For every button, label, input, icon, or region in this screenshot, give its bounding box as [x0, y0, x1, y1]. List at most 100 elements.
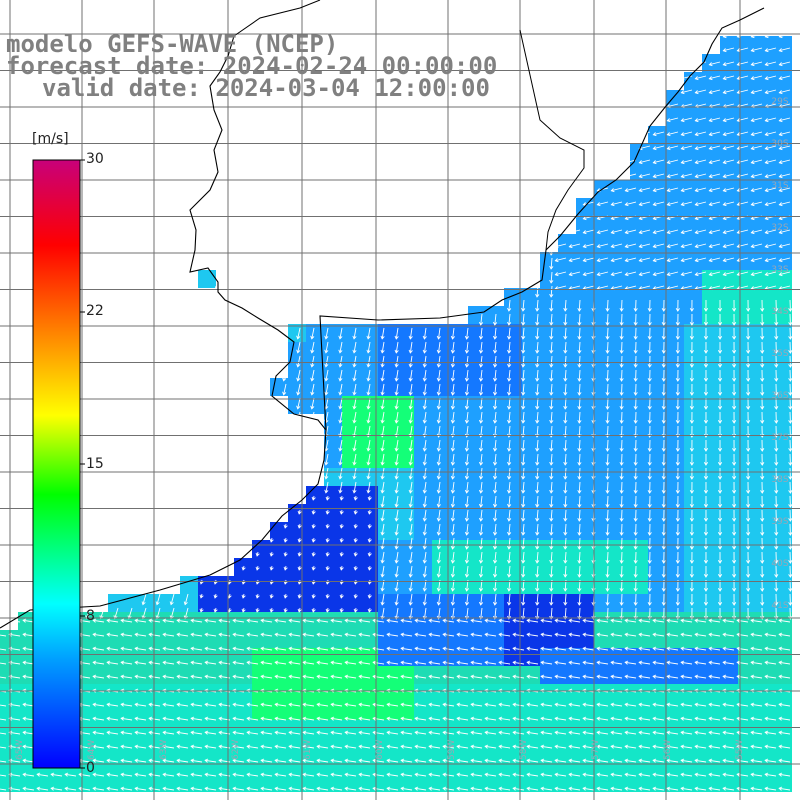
field-cell — [648, 396, 666, 414]
wind-arrow-head — [492, 601, 498, 606]
field-cell — [576, 684, 594, 702]
wind-arrow-head — [694, 744, 699, 749]
wind-arrow-head — [352, 335, 357, 340]
field-cell — [576, 756, 594, 774]
wind-arrow — [438, 495, 441, 507]
lat-label: 39S — [771, 517, 788, 527]
wind-arrow-head — [464, 405, 470, 410]
wind-arrow — [205, 633, 217, 637]
wind-arrow-head — [428, 660, 433, 665]
wind-arrow — [494, 551, 497, 563]
field-cell — [234, 648, 252, 666]
wind-arrow-head — [464, 335, 470, 340]
wind-arrow — [606, 313, 609, 326]
wind-arrow — [381, 537, 385, 549]
wind-arrow — [583, 675, 595, 679]
wind-arrow — [621, 355, 623, 368]
field-cell — [702, 216, 720, 234]
wind-arrow-head — [367, 566, 372, 571]
field-cell — [378, 486, 396, 504]
wind-arrow — [79, 619, 91, 623]
field-cell — [162, 720, 180, 738]
wind-arrow — [247, 619, 259, 623]
wind-arrow-head — [190, 730, 195, 735]
wind-arrow — [639, 131, 651, 136]
wind-arrow-head — [647, 406, 652, 410]
wind-arrow-head — [414, 786, 419, 791]
wind-arrow-head — [436, 615, 441, 620]
wind-arrow — [569, 675, 581, 679]
wind-arrow-head — [478, 517, 484, 522]
wind-arrow — [212, 299, 217, 311]
wind-arrow-head — [694, 132, 699, 137]
wind-arrow-head — [297, 524, 302, 529]
wind-arrow-head — [218, 618, 223, 623]
wind-arrow — [373, 717, 385, 721]
wind-arrow-head — [106, 646, 111, 651]
wind-arrow — [289, 675, 301, 679]
field-cell — [576, 648, 594, 666]
wind-arrow-head — [563, 601, 568, 606]
wind-arrow — [0, 676, 7, 679]
wind-arrow-head — [394, 489, 399, 494]
field-cell — [0, 738, 18, 756]
wind-arrow-head — [380, 517, 385, 522]
wind-arrow — [289, 773, 301, 777]
wind-arrow-head — [582, 730, 587, 735]
field-cell — [774, 108, 792, 126]
wind-arrow — [779, 257, 791, 262]
wind-arrow-head — [535, 391, 540, 396]
wind-arrow-head — [414, 688, 419, 693]
wind-arrow — [163, 703, 175, 707]
wind-arrow-head — [760, 560, 765, 564]
wind-arrow — [751, 229, 763, 234]
field-cell — [342, 558, 360, 576]
wind-arrow-head — [750, 244, 755, 249]
wind-arrow-head — [380, 391, 385, 396]
wind-arrow-head — [521, 461, 526, 466]
wind-arrow-head — [610, 174, 615, 179]
wind-arrow — [485, 717, 497, 721]
wind-arrow-head — [422, 405, 427, 410]
wind-arrow — [135, 675, 147, 679]
field-cell — [432, 360, 450, 378]
wind-arrow-head — [302, 688, 307, 693]
wind-arrow-head — [478, 531, 484, 536]
wind-arrow — [395, 383, 399, 395]
field-cell — [720, 576, 738, 594]
field-cell — [648, 288, 666, 306]
wind-arrow-head — [666, 660, 671, 665]
wind-arrow-head — [218, 632, 223, 637]
wind-arrow-head — [400, 688, 405, 693]
wind-arrow-head — [428, 674, 433, 679]
wind-arrow-head — [380, 335, 385, 340]
wind-arrow-head — [408, 489, 413, 494]
wind-arrow-head — [582, 744, 587, 749]
wind-arrow-head — [610, 758, 615, 763]
wind-arrow — [751, 61, 763, 66]
wind-arrow-head — [675, 504, 680, 508]
field-cell — [720, 90, 738, 108]
wind-arrow — [177, 619, 189, 623]
wind-arrow-head — [638, 730, 643, 735]
wind-arrow-head — [746, 322, 751, 326]
wind-arrow-head — [464, 517, 470, 522]
wind-arrow-head — [778, 772, 783, 777]
wind-arrow — [765, 745, 777, 749]
wind-arrow — [522, 509, 525, 521]
field-cell — [648, 522, 666, 540]
wind-arrow-head — [155, 615, 160, 620]
wind-arrow-head — [213, 594, 218, 599]
field-cell — [576, 378, 594, 396]
wind-arrow — [779, 173, 791, 178]
wind-arrow — [423, 369, 427, 381]
wind-arrow — [578, 411, 581, 424]
wind-arrow-head — [422, 391, 427, 396]
wind-arrow-head — [736, 216, 741, 221]
wind-arrow — [621, 453, 623, 466]
wind-arrow — [709, 773, 721, 777]
wind-arrow — [149, 717, 161, 721]
wind-arrow — [359, 647, 371, 651]
field-cell — [648, 774, 666, 792]
wind-arrow-head — [498, 730, 503, 735]
